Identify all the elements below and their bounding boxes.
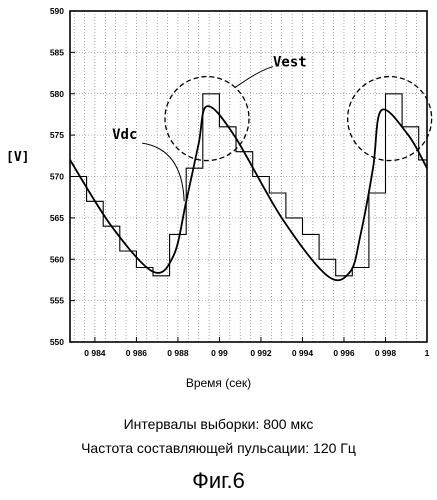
series-line-vest xyxy=(70,93,427,277)
sampling-interval-note: Интервалы выборки: 800 мкс xyxy=(123,416,314,432)
y-tick-label: 585 xyxy=(50,47,64,57)
x-tick-label: 0 988 xyxy=(167,348,189,358)
x-tick-label: 0 998 xyxy=(375,348,397,358)
y-tick-label: 550 xyxy=(50,337,64,347)
figure-label: Фиг.6 xyxy=(192,468,245,493)
y-tick-label: 565 xyxy=(50,213,64,223)
vdc-annotation-label: Vdc xyxy=(112,127,137,143)
y-tick-label: 570 xyxy=(50,172,64,182)
y-tick-label: 555 xyxy=(50,296,64,306)
vest-annotation-label: Vest xyxy=(273,55,307,71)
x-tick-label: 0 99 xyxy=(211,348,228,358)
x-axis-label: Время (сек) xyxy=(185,376,252,390)
y-axis-unit-label: [V] xyxy=(6,150,30,165)
x-tick-label: 0 986 xyxy=(126,348,148,358)
y-tick-label: 575 xyxy=(50,130,64,140)
vdc-leader-line xyxy=(142,142,185,202)
peak-highlight-circle xyxy=(164,75,250,162)
ripple-frequency-note: Частота составляющей пульсации: 120 Гц xyxy=(81,440,356,456)
x-tick-label: 1 xyxy=(425,348,430,358)
series-line-vdc xyxy=(69,105,428,282)
x-tick-label: 0 994 xyxy=(292,348,314,358)
vest-leader-line xyxy=(234,66,274,88)
x-tick-label: 0 984 xyxy=(84,348,106,358)
x-tick-label: 0 992 xyxy=(250,348,272,358)
peak-highlight-circle xyxy=(346,75,433,162)
x-tick-label: 0 996 xyxy=(333,348,355,358)
y-tick-label: 590 xyxy=(50,6,64,16)
y-tick-label: 560 xyxy=(50,254,64,264)
y-tick-label: 580 xyxy=(50,89,64,99)
